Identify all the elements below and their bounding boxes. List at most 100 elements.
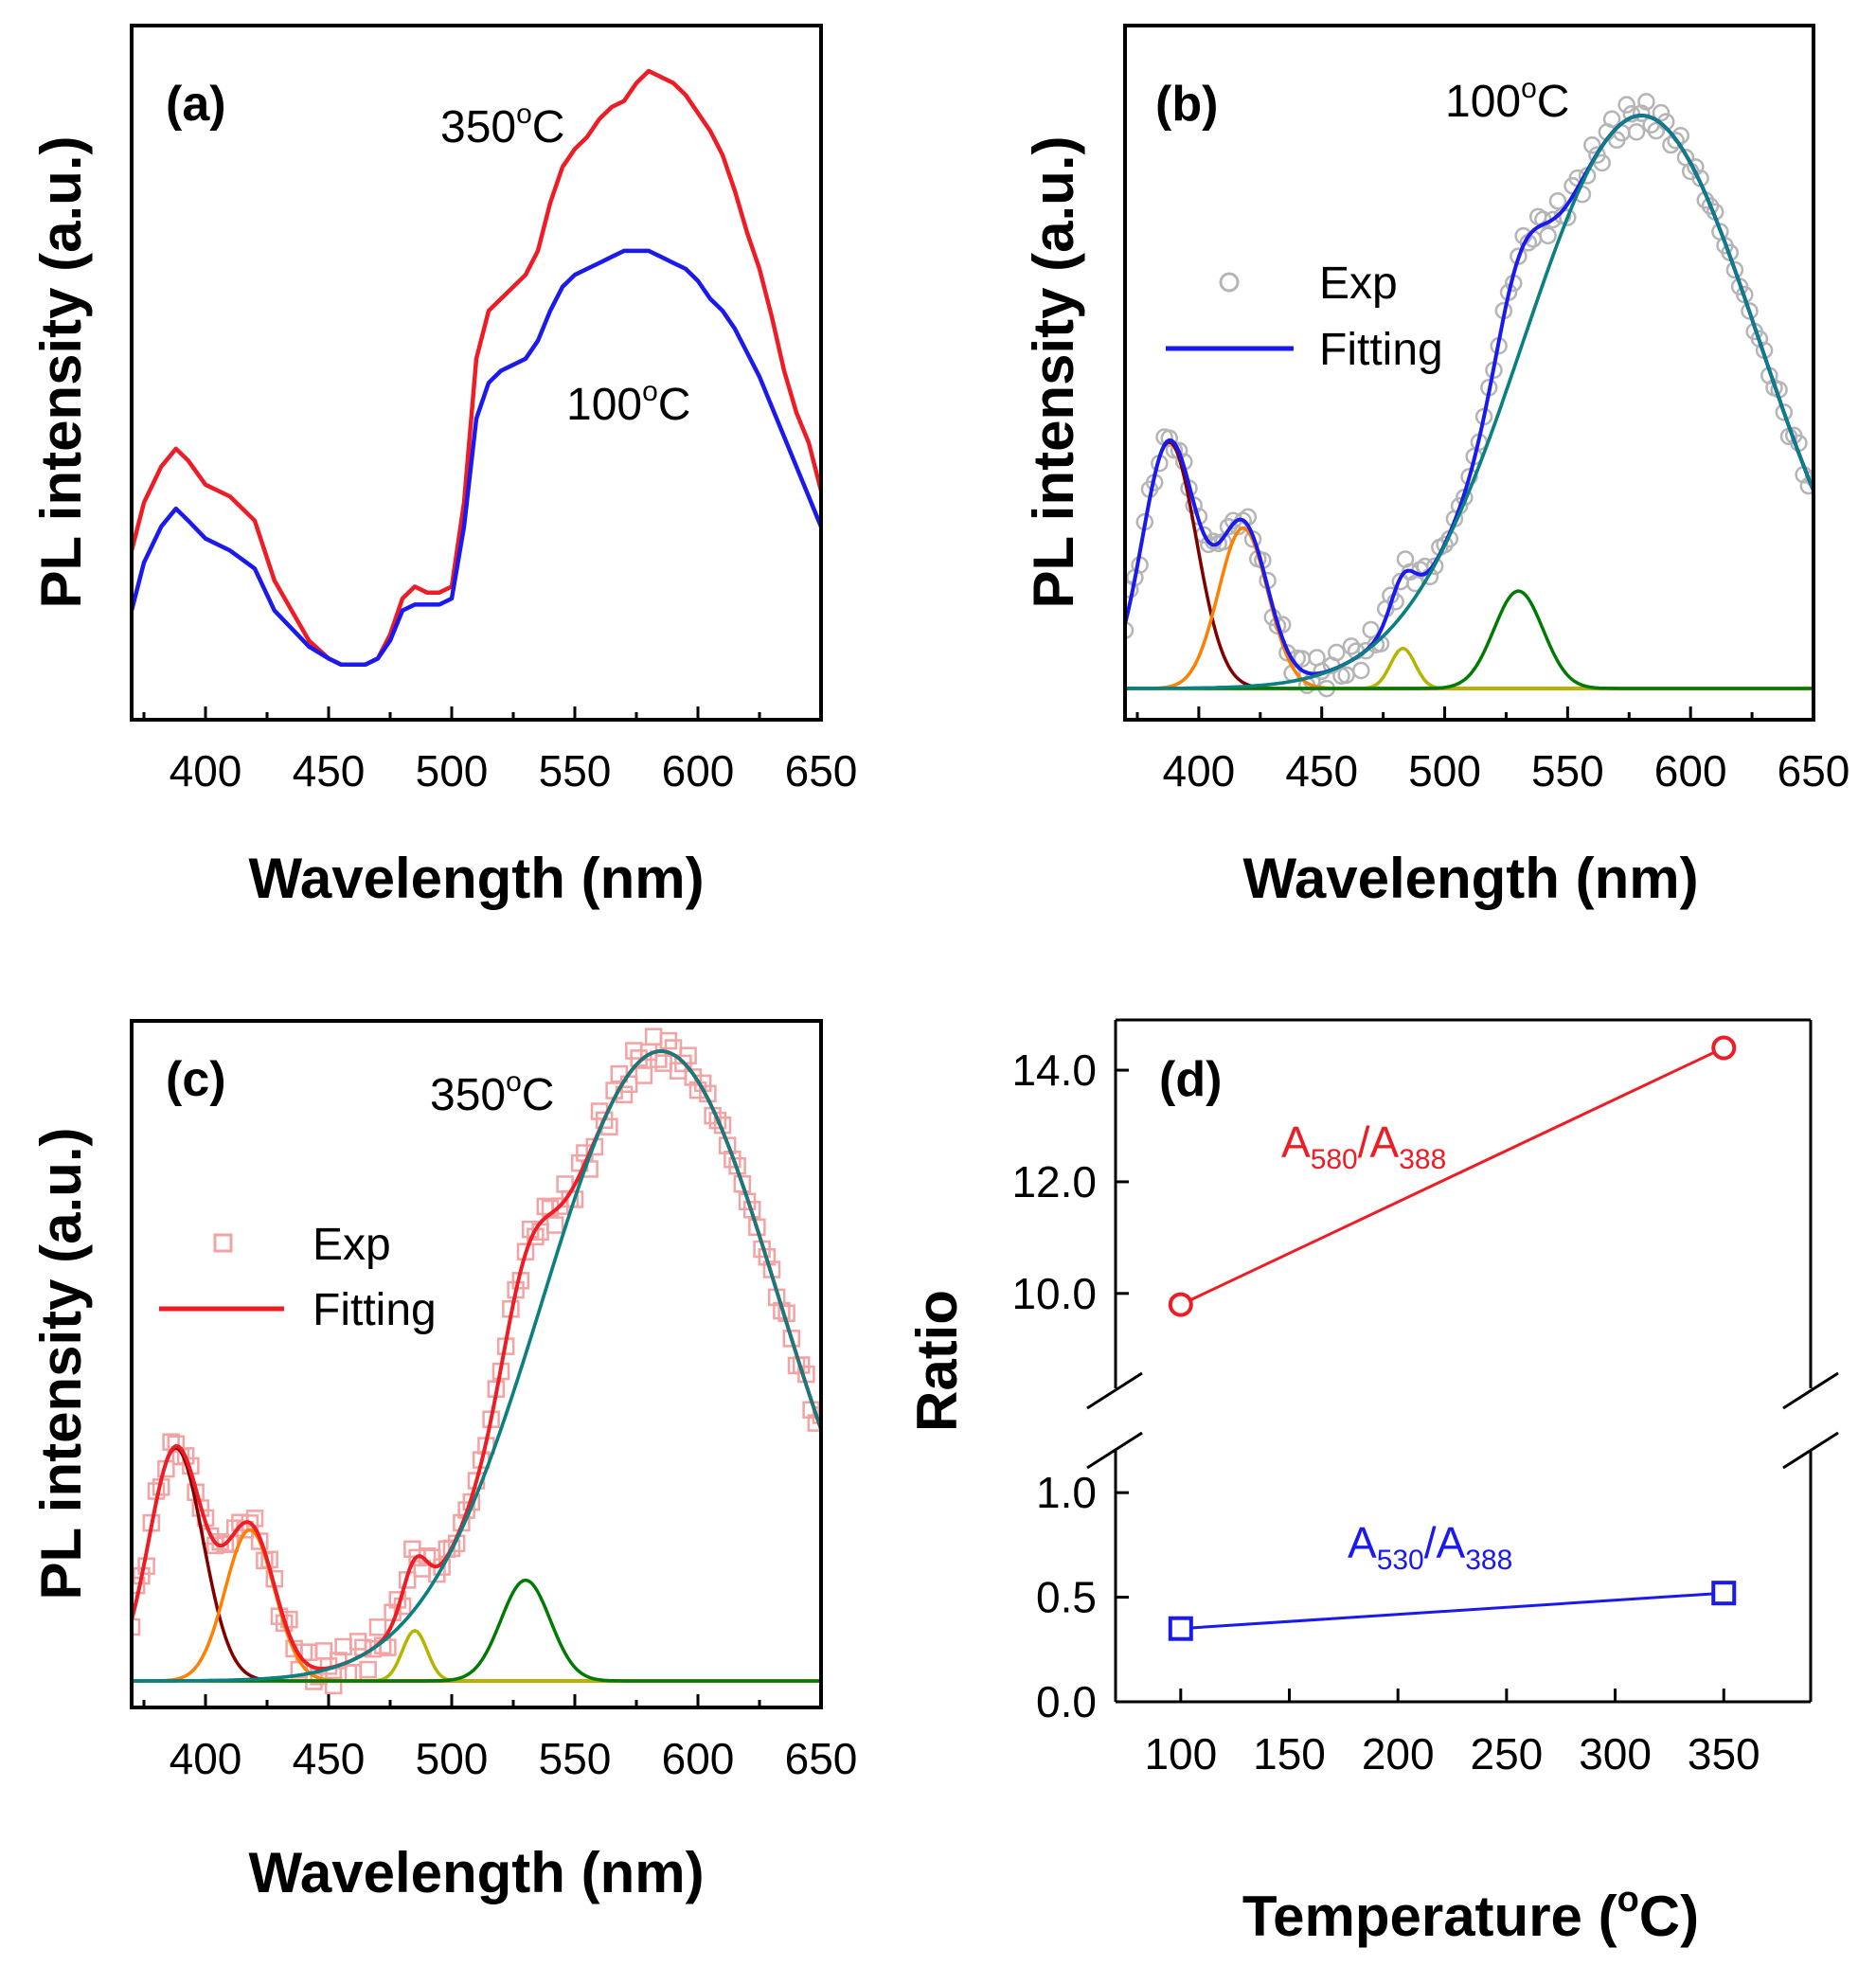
- panel-d-series-0-point-0: [1168, 1292, 1193, 1317]
- exp-marker: [359, 1660, 377, 1679]
- x-tick-label-500: 500: [1408, 746, 1481, 795]
- exp-marker: [733, 1175, 752, 1193]
- exp-marker: [1602, 110, 1621, 129]
- panel-d-break-left-1: [1086, 1371, 1143, 1410]
- exp-marker: [299, 1643, 318, 1662]
- panel-a-series-0-line: [132, 68, 821, 667]
- panel-d-break-right-1: [1782, 1371, 1839, 1410]
- y-tick-label-10.0: 10.0: [1011, 1269, 1097, 1318]
- exp-marker: [379, 1638, 397, 1656]
- panel-a: (a) 400 450 500 550 600 650 Wavelength (nm) P…: [29, 24, 858, 910]
- x-tick-label-350: 350: [1688, 1729, 1760, 1778]
- exp-marker: [132, 1617, 141, 1636]
- exp-marker: [1725, 260, 1744, 279]
- exp-marker: [634, 1066, 653, 1084]
- x-tick-label-650: 650: [785, 746, 858, 795]
- exp-marker: [1741, 302, 1759, 320]
- y-tick-label-1.0: 1.0: [1036, 1468, 1097, 1517]
- x-tick-label-400: 400: [170, 746, 242, 795]
- exp-marker: [442, 1539, 461, 1558]
- panel-b-component-3: [1125, 589, 1813, 690]
- panel-d-xticks: 100 150 200 250 300 350: [1144, 1689, 1760, 1778]
- exp-marker: [1652, 103, 1671, 122]
- panel-d-series-1-line: [1180, 1591, 1724, 1631]
- exp-marker: [1125, 621, 1135, 639]
- panel-b-legend-exp-marker: [1219, 272, 1240, 293]
- exp-marker: [748, 1218, 766, 1237]
- x-tick-label-550: 550: [539, 1734, 612, 1783]
- exp-marker: [654, 1054, 672, 1072]
- panel-a-label: (a): [166, 77, 226, 132]
- x-tick-label-300: 300: [1579, 1729, 1652, 1778]
- panel-a-annotation-100: 100oC: [566, 376, 690, 430]
- x-tick-label-150: 150: [1253, 1729, 1326, 1778]
- x-tick-label-650: 650: [785, 1734, 858, 1783]
- x-tick-label-100: 100: [1144, 1729, 1217, 1778]
- panel-c-label: (c): [166, 1052, 226, 1107]
- x-tick-label-550: 550: [539, 746, 612, 795]
- exp-marker: [782, 1330, 801, 1348]
- exp-marker: [330, 1652, 348, 1670]
- exp-marker: [324, 1676, 343, 1695]
- panel-b-plot-area: [1125, 93, 1813, 698]
- exp-marker: [1633, 104, 1651, 122]
- exp-marker: [368, 1618, 387, 1636]
- panel-b-main-component-top: [1125, 114, 1813, 690]
- panel-c-component-2: [132, 1628, 821, 1683]
- x-tick-label-600: 600: [662, 1734, 735, 1783]
- x-tick-label-400: 400: [170, 1734, 242, 1783]
- x-tick-label-450: 450: [1285, 746, 1358, 795]
- panel-d-break-right-2: [1782, 1431, 1839, 1470]
- x-tick-label-650: 650: [1778, 746, 1850, 795]
- panel-a-xticks: 400 450 500 550 600 650: [142, 706, 858, 795]
- exp-marker: [1548, 192, 1567, 210]
- exp-marker: [348, 1633, 367, 1651]
- exp-marker: [1460, 468, 1478, 486]
- exp-marker: [718, 1136, 737, 1154]
- panel-d-ylabel: Ratio: [905, 1290, 969, 1432]
- panel-a-plot-area: [132, 68, 821, 667]
- exp-marker: [1627, 123, 1646, 141]
- y-tick-label-0.5: 0.5: [1036, 1573, 1097, 1622]
- panel-d-series-1-point-0: [1168, 1616, 1193, 1641]
- x-tick-label-600: 600: [1654, 746, 1727, 795]
- x-tick-label-400: 400: [1163, 746, 1236, 795]
- exp-marker: [545, 1216, 564, 1234]
- panel-c-plot-area: [132, 1028, 821, 1695]
- y-tick-label-14.0: 14.0: [1011, 1046, 1097, 1095]
- panel-c-component-3: [132, 1578, 821, 1683]
- panel-d-series-0-line: [1180, 1046, 1724, 1306]
- panel-c-xlabel: Wavelength (nm): [248, 1841, 704, 1904]
- exp-marker: [812, 1406, 821, 1424]
- panel-c-fit-line: [132, 1048, 821, 1671]
- panel-b-label: (b): [1155, 77, 1218, 132]
- panel-c-frame: [130, 1019, 823, 1709]
- panel-c-component-4: [132, 1049, 821, 1683]
- panel-a-xlabel: Wavelength (nm): [248, 847, 704, 910]
- exp-marker: [708, 1111, 727, 1130]
- panel-d-plot-area: [1168, 1035, 1737, 1641]
- exp-marker: [167, 1435, 186, 1454]
- panel-b-exp-markers: [1125, 93, 1813, 698]
- exp-marker: [679, 1046, 697, 1064]
- exp-marker: [1328, 643, 1346, 662]
- panel-a-ylabel: PL intensity (a.u.): [29, 136, 93, 609]
- x-tick-label-600: 600: [662, 746, 735, 795]
- exp-marker: [1593, 153, 1611, 172]
- y-tick-label-0.0: 0.0: [1036, 1677, 1097, 1726]
- exp-marker: [1775, 403, 1794, 421]
- exp-marker: [1617, 96, 1635, 114]
- panel-c-legend-exp-label: Exp: [313, 1220, 391, 1270]
- panel-d: (d) 100 150 200 250 300 350 10.0 12.0 14.0 0.0 0.…: [905, 1018, 1839, 1948]
- panel-d-series-0-point-1: [1711, 1035, 1737, 1061]
- panel-d-series-label-580: A580/A388: [1281, 1117, 1446, 1175]
- panel-b: (b) 400 450 500 550 600 650 Wavelength (nm) P…: [1022, 24, 1850, 910]
- y-tick-label-12.0: 12.0: [1011, 1157, 1097, 1206]
- exp-marker: [1701, 197, 1720, 215]
- panel-b-legend-fit-label: Fitting: [1319, 325, 1443, 375]
- x-tick-label-500: 500: [416, 746, 489, 795]
- panel-c: (c) 400 450 500 550 600 650 Wavelength (nm) P…: [29, 1019, 858, 1904]
- panel-d-break-left-2: [1086, 1431, 1143, 1470]
- exp-marker: [1804, 469, 1813, 487]
